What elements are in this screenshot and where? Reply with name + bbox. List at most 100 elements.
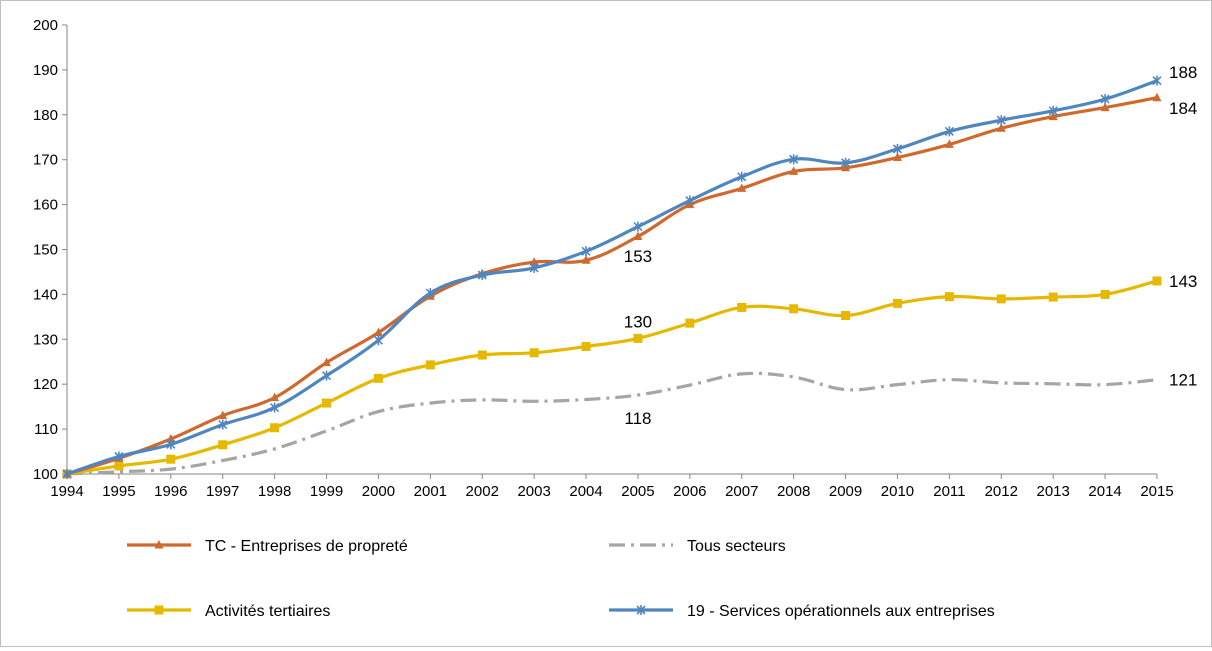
data-point-0 [1152,92,1162,102]
data-point-0 [166,433,176,443]
legend-marker [154,605,164,615]
legend-label: Tous secteurs [687,538,786,555]
legend: TC - Entreprises de propreté Tous secteur… [127,538,995,620]
data-point-3 [425,288,435,299]
data-point-2 [270,423,280,433]
data-point-2 [1152,276,1162,286]
data-point-3 [685,195,695,206]
data-point-2 [425,360,435,370]
y-tick-label: 120 [33,376,58,393]
x-tick-label: 2010 [881,483,914,500]
data-point-3 [1100,94,1110,105]
series-layer [62,75,1162,479]
x-tick-label: 2009 [829,483,862,500]
data-label: 118 [624,409,651,428]
legend-marker [154,540,164,549]
x-tick-label: 2014 [1088,483,1121,500]
data-point-0 [270,392,280,402]
series-3 [62,75,1162,479]
y-tick-label: 160 [33,197,58,214]
data-point-3 [1048,105,1058,116]
data-point-0 [789,166,799,175]
data-point-2 [685,318,695,328]
data-point-2 [633,333,643,343]
data-point-3 [218,419,228,430]
data-point-2 [996,294,1006,304]
data-point-3 [841,157,851,168]
data-point-2 [114,461,124,471]
y-tick-label: 190 [33,62,58,79]
legend-entry-1: Tous secteurs [609,538,786,555]
legend-entry-2: Activités tertiaires [127,603,330,620]
x-tick-label: 2006 [673,483,706,500]
data-point-3 [529,262,539,273]
x-tick-label: 2001 [414,483,447,500]
data-point-0 [1048,111,1058,121]
data-point-2 [944,292,954,302]
series-line-0 [66,96,1158,476]
y-tick-label: 150 [33,242,58,259]
y-tick-label: 130 [33,331,58,348]
x-tick-label: 2000 [362,483,395,500]
series-1 [66,371,1158,476]
legend-entry-0: TC - Entreprises de propreté [127,538,408,555]
y-tick-label: 140 [33,286,58,303]
legend-label: Activités tertiaires [205,603,330,620]
y-tick-label: 180 [33,107,58,124]
data-point-2 [477,350,487,360]
data-label: 184 [1169,99,1197,118]
data-point-3 [737,171,747,182]
data-point-2 [581,341,591,351]
data-point-2 [841,311,851,321]
x-tick-label: 2008 [777,483,810,500]
x-tick-label: 2015 [1140,483,1173,500]
data-point-0 [581,255,591,264]
x-tick-label: 1998 [258,483,291,500]
axes: 100 110 120 130 140 150 160 170 180 190 200 1994 199… [33,17,1174,500]
data-point-0 [1100,102,1110,112]
data-point-0 [218,410,228,420]
x-tick-label: 1999 [310,483,343,500]
y-tick-label: 100 [33,466,58,483]
data-point-0 [373,327,383,337]
data-point-3 [270,402,280,413]
x-tick-label: 2004 [569,483,602,500]
x-tick-label: 2003 [517,483,550,500]
x-tick-label: 2002 [466,483,499,500]
data-point-2 [1100,289,1110,299]
data-point-0 [529,257,539,266]
x-tick-label: 2012 [985,483,1018,500]
data-point-3 [114,451,124,462]
x-tick-label: 1996 [154,483,187,500]
data-point-3 [892,143,903,154]
x-tick-label: 1995 [102,483,135,500]
data-label: 143 [1169,272,1197,291]
data-point-3 [789,154,799,165]
data-point-2 [737,302,747,312]
data-point-0 [737,183,747,192]
data-point-3 [996,115,1006,126]
data-point-2 [1048,292,1058,302]
series-2 [62,276,1162,479]
x-tick-label: 2005 [621,483,654,500]
y-tick-label: 170 [33,152,58,169]
data-point-2 [166,454,176,464]
data-label: 188 [1169,63,1197,82]
data-label: 130 [624,312,652,331]
data-point-0 [633,231,643,240]
legend-marker [636,605,646,615]
data-labels: 188 184 143 121 153 130 118 [624,63,1198,428]
data-label: 121 [1169,371,1197,390]
legend-label: TC - Entreprises de propreté [205,538,408,555]
data-point-3 [944,126,954,137]
data-point-3 [321,370,332,381]
data-point-3 [477,270,487,281]
x-tick-label: 2011 [933,483,965,500]
data-point-2 [373,373,383,383]
x-tick-label: 2013 [1037,483,1070,500]
data-point-3 [1152,75,1162,86]
data-point-3 [373,335,383,346]
series-line-2 [66,279,1158,476]
